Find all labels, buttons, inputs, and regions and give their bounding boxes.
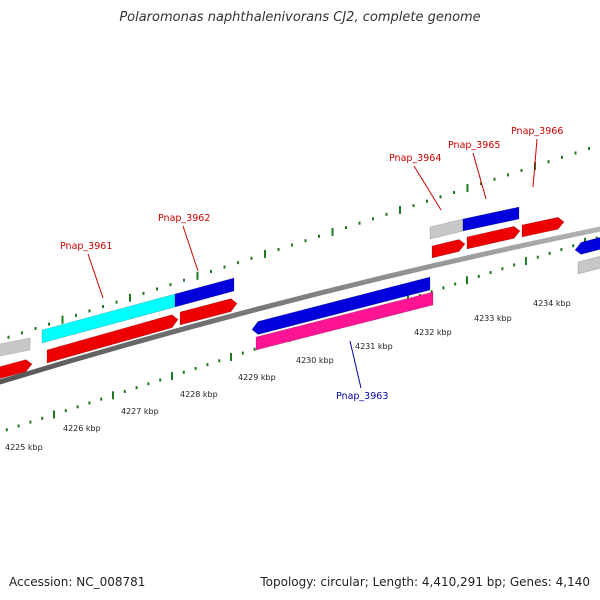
gene-feature bbox=[462, 206, 520, 232]
scale-label: 4232 kbp bbox=[414, 328, 452, 337]
gene-label[interactable]: Pnap_3963 bbox=[336, 391, 388, 402]
gene-pointer-line bbox=[532, 138, 538, 188]
gene-label[interactable]: Pnap_3962 bbox=[158, 213, 210, 224]
gene-feature bbox=[429, 218, 464, 240]
gene-label[interactable]: Pnap_3961 bbox=[60, 241, 112, 252]
scale-label: 4226 kbp bbox=[63, 424, 101, 433]
gene-feature bbox=[521, 216, 565, 238]
gene-feature bbox=[255, 291, 434, 351]
gene-feature bbox=[174, 277, 235, 308]
gene-feature bbox=[251, 276, 431, 335]
gene-label[interactable]: Pnap_3966 bbox=[511, 126, 563, 137]
feature-track bbox=[0, 206, 600, 379]
scale-label: 4234 kbp bbox=[533, 299, 571, 308]
gene-pointer-line bbox=[472, 152, 487, 200]
gene-feature bbox=[574, 237, 600, 255]
gene-feature bbox=[577, 255, 600, 275]
gene-pointer-line bbox=[87, 253, 104, 299]
gene-feature bbox=[466, 226, 521, 250]
scale-label: 4225 kbp bbox=[5, 443, 43, 452]
gene-feature bbox=[0, 359, 33, 379]
gene-feature bbox=[46, 314, 179, 364]
gene-feature bbox=[431, 239, 466, 259]
gene-pointer-line bbox=[349, 340, 362, 389]
gene-feature bbox=[0, 337, 31, 357]
gene-pointer-line bbox=[413, 165, 442, 211]
gene-feature bbox=[179, 298, 238, 326]
scale-label: 4227 kbp bbox=[121, 407, 159, 416]
genome-summary-text: Topology: circular; Length: 4,410,291 bp… bbox=[260, 575, 590, 589]
scale-label: 4228 kbp bbox=[180, 390, 218, 399]
genome-backbone bbox=[0, 226, 600, 385]
gene-pointer-line bbox=[182, 225, 199, 272]
scale-label: 4230 kbp bbox=[296, 356, 334, 365]
gene-label[interactable]: Pnap_3965 bbox=[448, 140, 500, 151]
gene-label[interactable]: Pnap_3964 bbox=[389, 153, 441, 164]
genome-title: Polaromonas naphthalenivorans CJ2, compl… bbox=[119, 10, 481, 25]
scale-label: 4233 kbp bbox=[474, 314, 512, 323]
scale-label: 4229 kbp bbox=[238, 373, 276, 382]
accession-text: Accession: NC_008781 bbox=[9, 575, 146, 589]
gene-labels: Pnap_3961 Pnap_3962 Pnap_3963 Pnap_3964 Pnap… bbox=[60, 126, 563, 402]
scale-label: 4231 kbp bbox=[355, 342, 393, 351]
